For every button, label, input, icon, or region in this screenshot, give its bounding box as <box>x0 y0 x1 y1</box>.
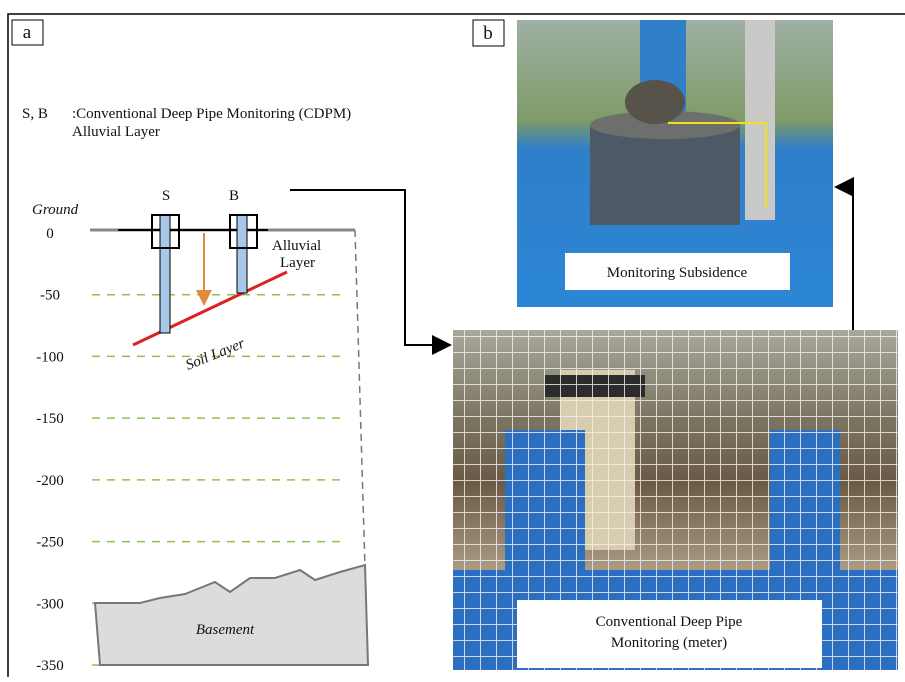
soil-label: Soil Layer <box>184 336 248 374</box>
legend-key: S, B <box>22 106 48 122</box>
legend-text: :Conventional Deep Pipe Monitoring (CDPM… <box>72 106 351 122</box>
pipe-label: B <box>229 188 239 204</box>
caption: Conventional Deep Pipe <box>596 614 743 630</box>
panel-label: b <box>483 23 493 44</box>
figure: a S, B :Conventional Deep Pipe Monitorin… <box>0 0 905 677</box>
panel-label: a <box>23 22 32 43</box>
pipe <box>237 215 247 293</box>
depth-label: -100 <box>36 349 64 365</box>
caption: Monitoring Subsidence <box>607 265 748 281</box>
depth-label: -200 <box>36 473 64 489</box>
basement-label: Basement <box>196 622 255 638</box>
depth-label: 0 <box>46 226 54 242</box>
soil-boundary <box>133 272 287 345</box>
connector <box>838 187 853 330</box>
boundary <box>355 230 365 568</box>
alluvial-label: Layer <box>280 255 315 271</box>
depth-label: -350 <box>36 658 64 674</box>
legend-text: Alluvial Layer <box>72 124 160 140</box>
depth-label: -300 <box>36 596 64 612</box>
photo-top <box>517 20 833 307</box>
depth-label: -50 <box>40 288 60 304</box>
depth-label: -150 <box>36 411 64 427</box>
pipe-label: S <box>162 188 170 204</box>
basement <box>95 565 368 665</box>
pipe <box>160 215 170 333</box>
depth-label: -250 <box>36 535 64 551</box>
ground-label: Ground <box>32 202 79 218</box>
alluvial-label: Alluvial <box>272 238 321 254</box>
caption: Monitoring (meter) <box>611 635 727 651</box>
